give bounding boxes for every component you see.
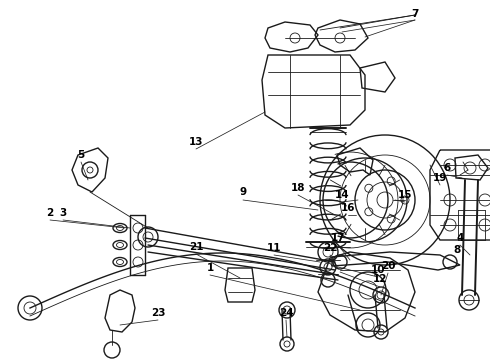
Text: 23: 23 — [151, 308, 165, 318]
Text: 24: 24 — [279, 308, 294, 318]
Text: 19: 19 — [433, 173, 447, 183]
Text: 4: 4 — [456, 233, 464, 243]
Text: 15: 15 — [398, 190, 412, 200]
Text: 11: 11 — [267, 243, 281, 253]
Text: 13: 13 — [189, 137, 203, 147]
Text: 16: 16 — [341, 203, 355, 213]
Text: 7: 7 — [411, 9, 418, 19]
Text: 17: 17 — [331, 233, 345, 243]
Text: 3: 3 — [59, 208, 67, 218]
Text: 22: 22 — [323, 243, 337, 253]
Text: 5: 5 — [77, 150, 85, 160]
Text: 18: 18 — [291, 183, 305, 193]
Text: 14: 14 — [335, 190, 349, 200]
Text: 21: 21 — [189, 242, 203, 252]
Text: 9: 9 — [240, 187, 246, 197]
Text: 6: 6 — [443, 163, 451, 173]
Text: 2: 2 — [47, 208, 53, 218]
Text: 10: 10 — [371, 265, 385, 275]
Text: 12: 12 — [373, 274, 387, 284]
Text: 8: 8 — [453, 245, 461, 255]
Text: 1: 1 — [206, 263, 214, 273]
Text: 20: 20 — [381, 261, 395, 271]
